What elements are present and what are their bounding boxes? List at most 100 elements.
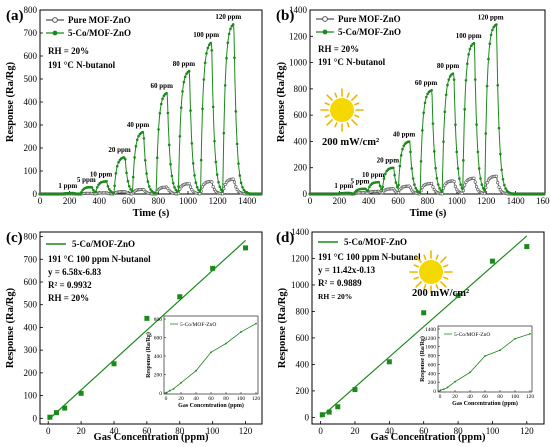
x-tick-label: 800 xyxy=(421,196,435,206)
series-point-co xyxy=(407,140,411,143)
inset-x-tick-label: 0 xyxy=(165,396,168,402)
sun-ray xyxy=(351,94,358,101)
series-point-co xyxy=(467,53,470,56)
series-point-co xyxy=(131,175,135,179)
sun-ray xyxy=(440,281,447,288)
y-axis-label-c: Response (Ra/Rg) xyxy=(5,287,16,368)
inset-point xyxy=(180,381,182,384)
note-rh-c: RH = 20% xyxy=(48,293,89,303)
x-tick-label: 0 xyxy=(38,196,43,206)
series-point-co xyxy=(432,150,436,153)
series-point-co xyxy=(459,183,462,186)
series-point-pure xyxy=(430,181,434,186)
sun-ray xyxy=(334,92,338,98)
series-point-co xyxy=(398,164,402,168)
series-point-co xyxy=(115,164,119,168)
series-point-co xyxy=(161,97,164,101)
y-tick-label: 0 xyxy=(303,189,308,199)
series-point-co xyxy=(213,139,216,143)
series-point-co xyxy=(113,184,116,188)
concentration-label: 100 ppm xyxy=(193,31,219,39)
panel-c: (c) 0 20 40 60 80 100 120010020030040050060070… xyxy=(5,230,263,443)
series-point-co xyxy=(377,180,381,184)
series-point-co xyxy=(463,108,466,111)
concentration-label: 40 ppm xyxy=(393,130,416,138)
legend-marker-co-a xyxy=(52,30,58,36)
series-point-co xyxy=(206,46,210,50)
note-eq-c: y = 6.58x-6.83 xyxy=(48,267,102,277)
series-point-pure xyxy=(474,185,479,189)
y-tick-label: 100 xyxy=(24,391,38,401)
series-point-co xyxy=(394,181,398,184)
legend-d: 5-Co/MOF-ZnO xyxy=(318,237,407,247)
series-point-co xyxy=(419,160,423,163)
inset-y-tick-label: 600 xyxy=(154,336,163,342)
y-tick-label: 1200 xyxy=(291,253,310,263)
series-point-co xyxy=(409,150,412,154)
data-point xyxy=(47,414,53,420)
sun-ray xyxy=(443,276,449,280)
x-tick-label: 1000 xyxy=(448,196,467,206)
series-point-co xyxy=(448,75,452,78)
series-point-co xyxy=(259,192,263,196)
series-point-co xyxy=(440,190,444,194)
x-axis-label-c: Gas Concentration (ppm) xyxy=(94,432,209,443)
series-point-co xyxy=(438,186,441,190)
inset-x-tick-label: 60 xyxy=(482,394,488,400)
series-point-co xyxy=(198,190,202,193)
series-point-co xyxy=(205,52,208,55)
x-tick-label: 80 xyxy=(454,426,464,436)
series-point-co xyxy=(380,187,383,191)
concentration-label: 80 ppm xyxy=(173,60,196,68)
legend-marker-co-b xyxy=(322,29,328,35)
series-point-co xyxy=(114,172,118,175)
series-point-co xyxy=(95,185,99,189)
concentration-label: 120 ppm xyxy=(215,13,241,21)
data-point xyxy=(455,293,461,299)
series-point-co xyxy=(418,191,422,195)
series-point-co xyxy=(225,56,228,60)
series-point-co xyxy=(466,62,469,66)
data-point xyxy=(326,409,332,415)
series-point-co xyxy=(142,137,146,140)
x-tick-label: 200 xyxy=(63,196,77,206)
y-tick-label: 1400 xyxy=(291,227,310,237)
series-point-co xyxy=(484,132,488,135)
series-point-co xyxy=(171,181,175,185)
data-point xyxy=(421,310,427,316)
series-c xyxy=(47,240,249,421)
y-tick-label: 300 xyxy=(24,345,38,355)
sun-ray xyxy=(326,119,333,126)
inset-y-tick-label: 1000 xyxy=(425,345,436,351)
series-point-co xyxy=(157,128,160,131)
inset-y-tick-label: 0 xyxy=(433,389,436,395)
series-point-co xyxy=(106,185,110,188)
concentration-label: 80 ppm xyxy=(437,62,460,70)
note-temp-b: 191 °C N-butanol xyxy=(318,57,386,67)
axis-ticks-a: 0 200 400 600 800 1000 1200 1400 0 100 200 300 400 50… xyxy=(24,5,257,206)
x-tick-label: 400 xyxy=(362,196,376,206)
concentration-label: 60 ppm xyxy=(151,82,174,90)
series-point-co xyxy=(382,177,386,180)
x-axis-label-a: Time (s) xyxy=(133,208,170,219)
series-point-co xyxy=(178,134,182,138)
y-tick-label: 500 xyxy=(24,300,38,310)
sun-ray xyxy=(440,256,447,263)
series-point-co xyxy=(111,191,115,195)
note-eq-d: y = 11.42x-0.13 xyxy=(318,265,376,275)
concentration-label: 5 ppm xyxy=(351,178,370,186)
series-point-co xyxy=(146,180,150,183)
inset-point xyxy=(240,331,242,333)
light-label-b: 200 mW/cm² xyxy=(322,137,379,148)
series-point-pure xyxy=(223,182,227,187)
y-tick-label: 1400 xyxy=(289,5,308,15)
x-tick-label: 800 xyxy=(152,196,166,206)
series-point-pure xyxy=(472,176,476,180)
series-point-co xyxy=(378,184,382,188)
inset-point xyxy=(442,388,445,391)
y-tick-label: 200 xyxy=(294,163,308,173)
series-point-co xyxy=(137,134,140,138)
